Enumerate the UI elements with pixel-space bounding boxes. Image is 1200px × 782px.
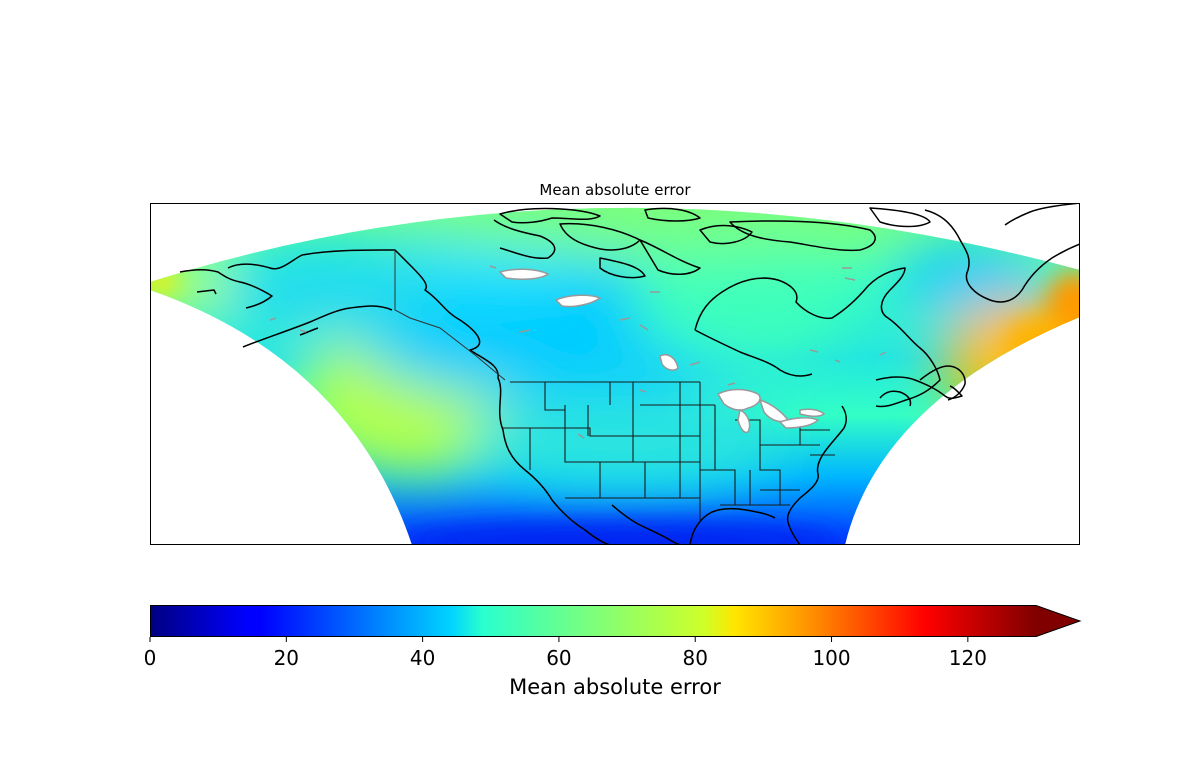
error-field <box>150 207 1080 545</box>
map-frame <box>150 203 1080 545</box>
province-borders <box>394 250 506 381</box>
colorbar-gradient <box>150 605 1036 637</box>
small-lakes <box>269 265 887 439</box>
colorbar-tick-label: 40 <box>410 646 435 670</box>
colorbar-extend-arrow <box>1036 605 1080 637</box>
colorbar-label: Mean absolute error <box>509 675 721 699</box>
colorbar-tick-label: 20 <box>274 646 299 670</box>
colorbar-tick-label: 80 <box>683 646 708 670</box>
colorbar-tick-label: 120 <box>949 646 987 670</box>
lakes <box>498 268 826 434</box>
map-title: Mean absolute error <box>539 181 691 199</box>
colorbar-tick-label: 0 <box>144 646 157 670</box>
coastlines <box>179 203 1080 545</box>
map-axes <box>150 203 1080 545</box>
colorbar-tick-label: 60 <box>546 646 571 670</box>
state-borders <box>503 381 835 520</box>
colorbar: 0 20 40 60 80 100 120 Mean absolute error <box>144 605 1082 699</box>
colorbar-tick-label: 100 <box>812 646 850 670</box>
colorbar-ticks: 0 20 40 60 80 100 120 <box>144 637 987 670</box>
colorbar-frame <box>150 605 1082 637</box>
